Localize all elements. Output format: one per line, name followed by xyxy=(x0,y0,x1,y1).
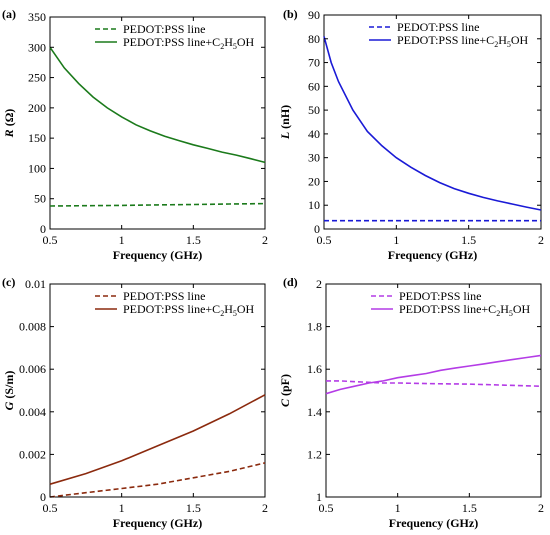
panel-d-legend-entry: PEDOT:PSS line xyxy=(399,289,481,303)
panel-a-ytick-label: 100 xyxy=(28,161,46,175)
panel-b-ytick-label: 10 xyxy=(308,198,320,212)
panel-a-series-pedot-pss-c2h5oh-line xyxy=(49,46,266,164)
panel-d-ytick-label: 1.8 xyxy=(307,320,322,334)
panel-a-ytick-label: 300 xyxy=(28,40,46,54)
panel-a-ylabel: R (Ω) xyxy=(2,109,16,139)
panel-b-label: (b) xyxy=(283,7,298,21)
panel-d-label: (d) xyxy=(283,275,298,289)
panel-c-xlabel: Frequency (GHz) xyxy=(113,516,202,530)
panel-d-ytick-label: 2 xyxy=(316,277,322,291)
panel-d-xtick-label: 1 xyxy=(395,501,401,515)
panel-d-ytick-label: 1.6 xyxy=(307,362,322,376)
panel-d-legend-entry: PEDOT:PSS line+C2H5OH xyxy=(399,302,531,318)
panel-b-ytick-label: 50 xyxy=(308,103,320,117)
panel-b-ytick-label: 40 xyxy=(308,127,320,141)
panel-b-legend-entry: PEDOT:PSS line xyxy=(397,20,479,34)
panel-d-series-pedot-pss-c2h5oh-line xyxy=(325,354,542,395)
panel-b-xtick-label: 0.5 xyxy=(317,233,332,247)
panel-a-legend-entry: PEDOT:PSS line+C2H5OH xyxy=(123,35,255,51)
panel-c-label: (c) xyxy=(2,275,15,289)
panel-d-ytick-label: 1.4 xyxy=(307,405,322,419)
panel-b-xtick-label: 1 xyxy=(393,233,399,247)
panel-d-xtick-label: 1.5 xyxy=(462,501,477,515)
panel-c-frame xyxy=(49,283,266,498)
panel-d-ylabel: C (pF) xyxy=(278,374,292,407)
panel-a-xtick-label: 0.5 xyxy=(43,233,58,247)
panel-c-xtick-label: 1.5 xyxy=(186,501,201,515)
panel-a-label: (a) xyxy=(2,7,16,21)
panel-c-legend-entry: PEDOT:PSS line+C2H5OH xyxy=(123,302,255,318)
panel-d-xtick-label: 0.5 xyxy=(319,501,334,515)
panel-b-ytick-label: 0 xyxy=(314,222,320,236)
panel-a-series-pedot-pss-line xyxy=(49,202,266,207)
panel-d-ytick-label: 1 xyxy=(316,490,322,504)
panel-b-xlabel: Frequency (GHz) xyxy=(388,248,477,262)
panel-b-ytick-label: 20 xyxy=(308,174,320,188)
panel-a-xtick-label: 2 xyxy=(262,233,268,247)
panel-a-ytick-label: 0 xyxy=(40,222,46,236)
panel-b-ytick-label: 80 xyxy=(308,32,320,46)
panel-c-xtick-label: 1 xyxy=(119,501,125,515)
panel-c-series-pedot-pss-line xyxy=(49,462,266,498)
panel-b-ytick-label: 70 xyxy=(308,56,320,70)
panel-c-ytick-label: 0.01 xyxy=(25,277,46,291)
panel-b-xtick-label: 1.5 xyxy=(461,233,476,247)
panel-c-ytick-label: 0.002 xyxy=(19,447,46,461)
panel-c-ytick-label: 0.004 xyxy=(19,405,46,419)
panel-b-series-pedot-pss-c2h5oh-line xyxy=(323,36,542,211)
panel-b-ytick-label: 30 xyxy=(308,151,320,165)
panel-c-ytick-label: 0.006 xyxy=(19,362,46,376)
panel-c-ytick-label: 0.008 xyxy=(19,320,46,334)
panel-a-ytick-label: 150 xyxy=(28,131,46,145)
panel-b-legend-entry: PEDOT:PSS line+C2H5OH xyxy=(397,33,529,49)
panel-a-ytick-label: 250 xyxy=(28,71,46,85)
panel-a-xtick-label: 1.5 xyxy=(186,233,201,247)
panel-c-series-pedot-pss-c2h5oh-line xyxy=(49,394,266,485)
panel-c-legend-entry: PEDOT:PSS line xyxy=(123,289,205,303)
panel-c-xtick-label: 0.5 xyxy=(43,501,58,515)
panel-c-xtick-label: 2 xyxy=(262,501,268,515)
panel-d-xtick-label: 2 xyxy=(538,501,544,515)
panel-a-xlabel: Frequency (GHz) xyxy=(113,248,202,262)
panel-a-frame xyxy=(49,16,266,230)
panel-a-ytick-label: 200 xyxy=(28,101,46,115)
panel-b-xtick-label: 2 xyxy=(538,233,544,247)
panel-a-ytick-label: 50 xyxy=(34,192,46,206)
panel-b-ylabel: L (nH) xyxy=(278,105,292,140)
panel-a-legend-entry: PEDOT:PSS line xyxy=(123,22,205,36)
panel-b-ytick-label: 60 xyxy=(308,79,320,93)
panel-b-ytick-label: 90 xyxy=(308,8,320,22)
panel-c-ytick-label: 0 xyxy=(40,490,46,504)
panel-b-frame xyxy=(323,14,542,230)
panel-a-ytick-label: 350 xyxy=(28,10,46,24)
panel-c-ylabel: G (S/m) xyxy=(2,371,16,411)
panel-d-xlabel: Frequency (GHz) xyxy=(389,516,478,530)
panel-d-frame xyxy=(325,283,542,498)
panel-a-xtick-label: 1 xyxy=(119,233,125,247)
panel-d-ytick-label: 1.2 xyxy=(307,447,322,461)
